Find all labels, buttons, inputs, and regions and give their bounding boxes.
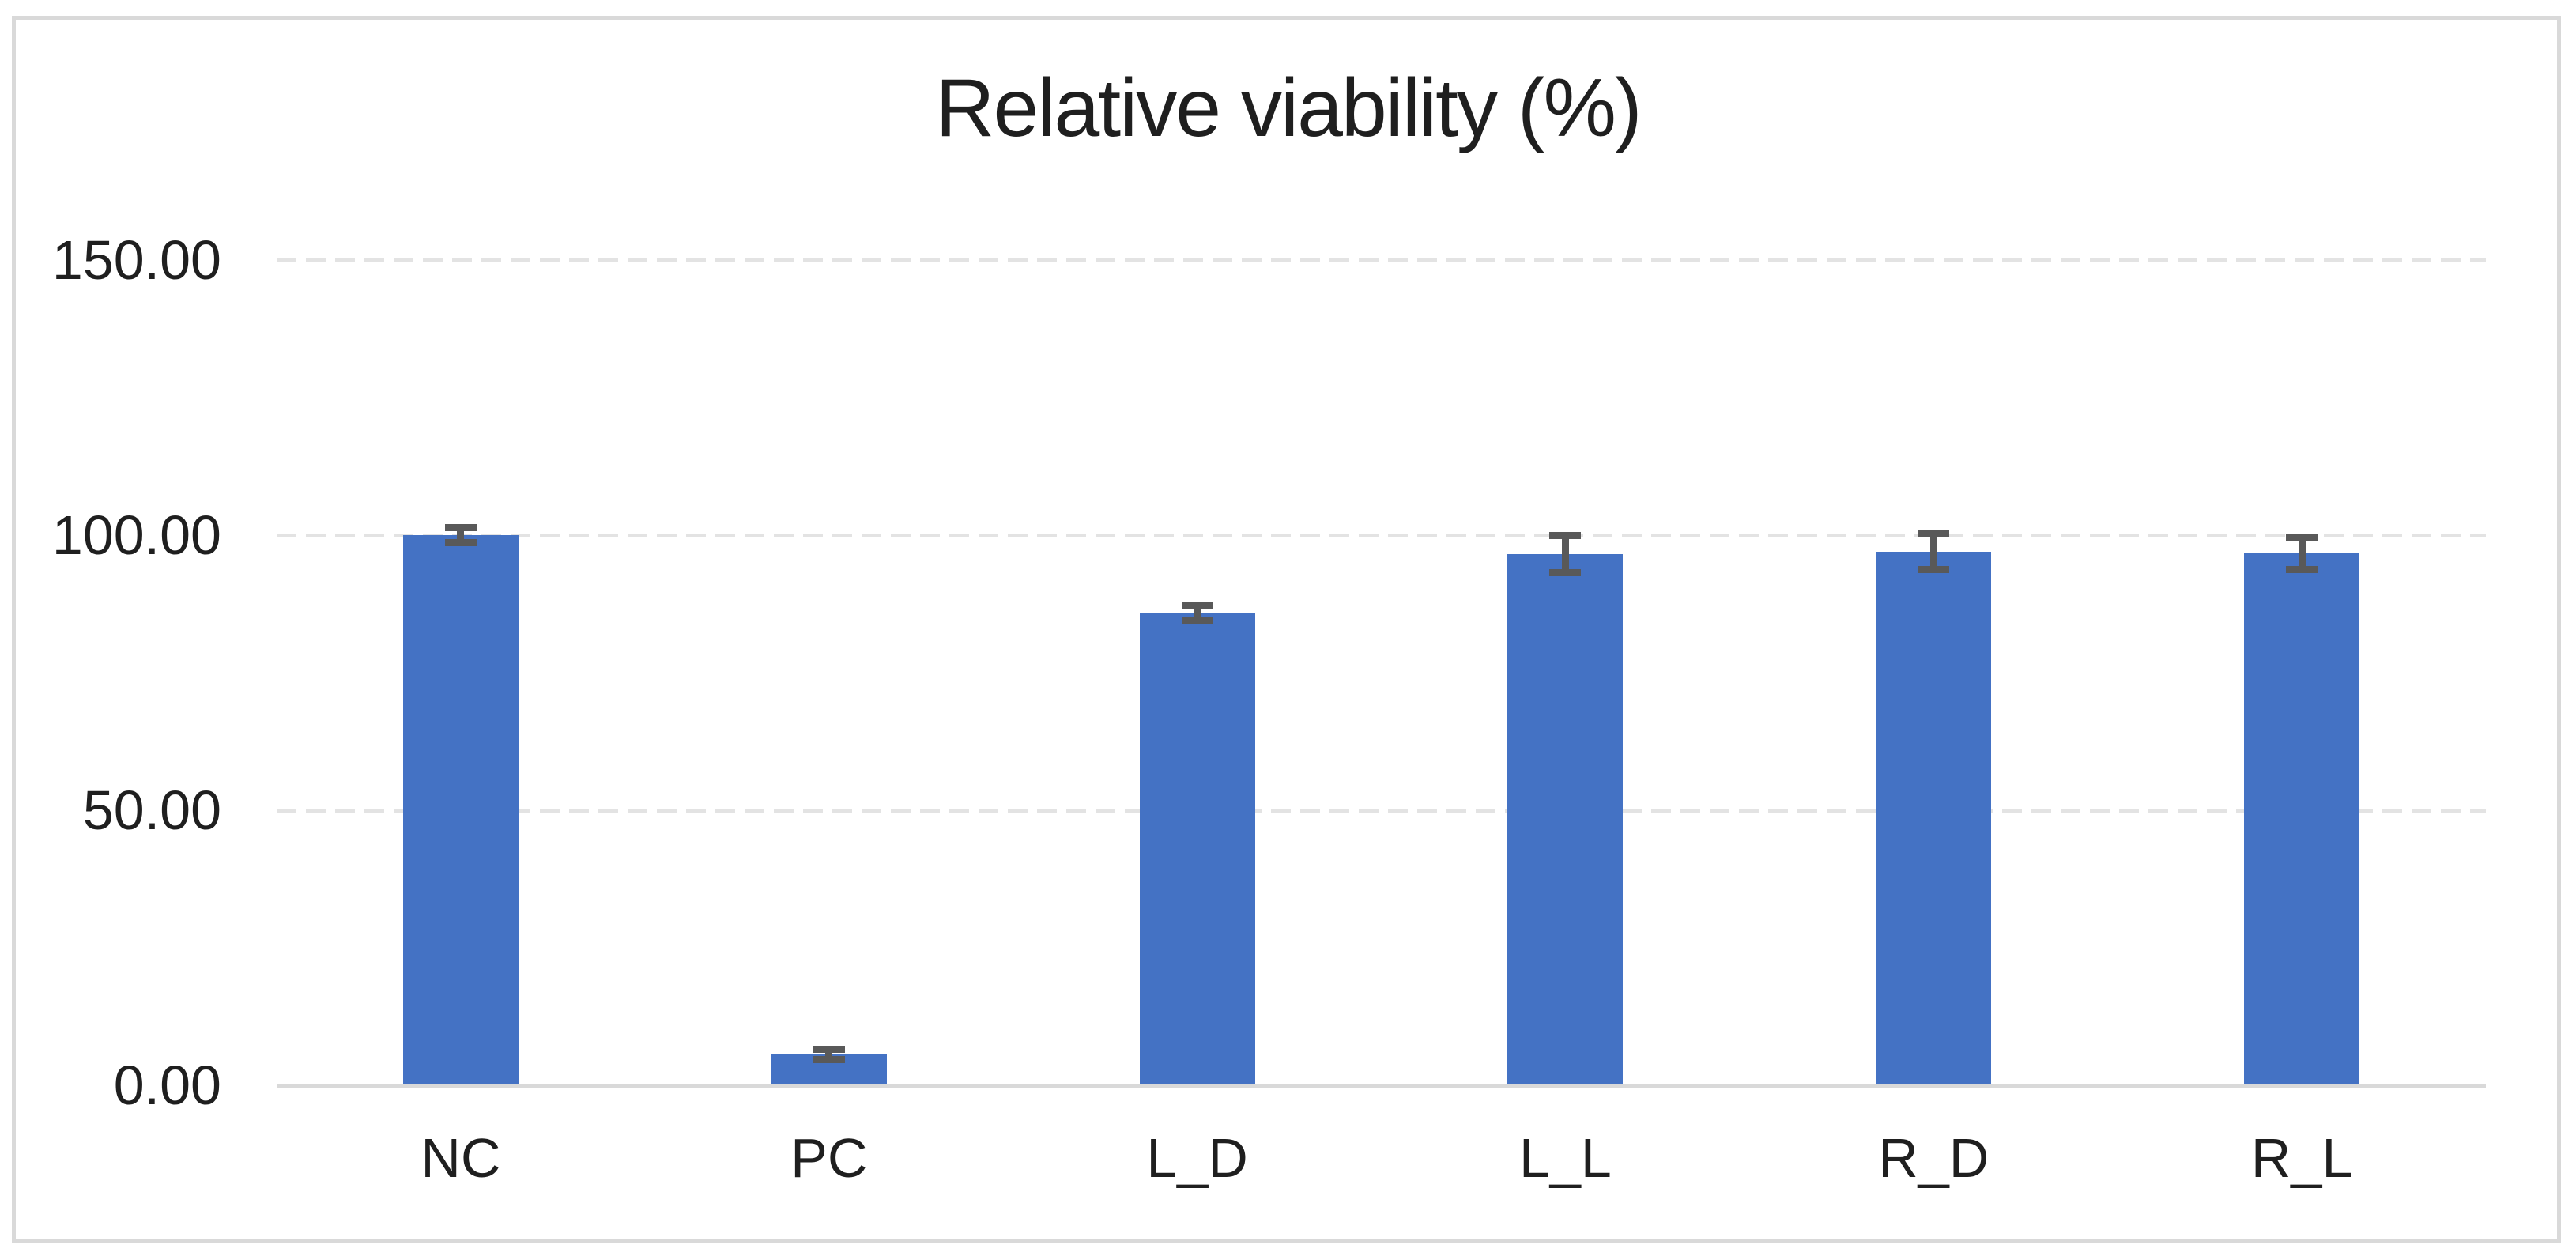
x-axis-label-L_L: L_L bbox=[1519, 1127, 1612, 1189]
x-axis-label-PC: PC bbox=[790, 1127, 868, 1189]
error-cap-bottom-R_L bbox=[2286, 566, 2318, 574]
x-axis-label-R_D: R_D bbox=[1878, 1127, 1990, 1189]
bar-L_D bbox=[1139, 613, 1255, 1085]
x-axis-label-R_L: R_L bbox=[2250, 1127, 2353, 1189]
error-whisker-L_L bbox=[1561, 535, 1569, 573]
gridline-150 bbox=[277, 258, 2486, 262]
error-cap-top-PC bbox=[813, 1046, 845, 1054]
error-cap-bottom-L_D bbox=[1181, 616, 1213, 624]
error-cap-top-L_D bbox=[1181, 602, 1213, 609]
error-cap-top-R_L bbox=[2286, 533, 2318, 541]
bar-R_L bbox=[2244, 553, 2360, 1085]
chart-frame-border bbox=[12, 16, 2561, 1243]
error-cap-bottom-R_D bbox=[1918, 566, 1950, 574]
error-whisker-PC bbox=[825, 1049, 833, 1060]
y-axis-tick-label-50.00: 50.00 bbox=[82, 779, 221, 841]
error-cap-bottom-NC bbox=[444, 539, 477, 547]
error-whisker-NC bbox=[457, 527, 465, 543]
chart-title: Relative viability (%) bbox=[935, 62, 1642, 154]
x-axis-label-NC: NC bbox=[421, 1127, 501, 1189]
y-axis-tick-label-150.00: 150.00 bbox=[51, 229, 221, 291]
error-whisker-R_L bbox=[2298, 537, 2306, 570]
bar-R_D bbox=[1876, 551, 1992, 1085]
error-cap-top-R_D bbox=[1918, 530, 1950, 537]
error-cap-bottom-PC bbox=[813, 1055, 845, 1063]
gridline-100 bbox=[277, 533, 2486, 537]
error-whisker-R_D bbox=[1929, 533, 1937, 570]
error-cap-top-L_L bbox=[1549, 531, 1582, 539]
error-cap-top-NC bbox=[444, 523, 477, 531]
y-axis-tick-label-100.00: 100.00 bbox=[51, 504, 221, 566]
error-cap-bottom-L_L bbox=[1549, 568, 1582, 576]
x-axis-label-L_D: L_D bbox=[1146, 1127, 1248, 1189]
bar-NC bbox=[402, 535, 519, 1085]
gridline-50 bbox=[277, 808, 2486, 813]
error-whisker-L_D bbox=[1194, 605, 1201, 620]
y-axis-tick-label-0.00: 0.00 bbox=[113, 1054, 221, 1116]
bar-L_L bbox=[1507, 553, 1624, 1085]
x-axis-line bbox=[277, 1083, 2486, 1088]
